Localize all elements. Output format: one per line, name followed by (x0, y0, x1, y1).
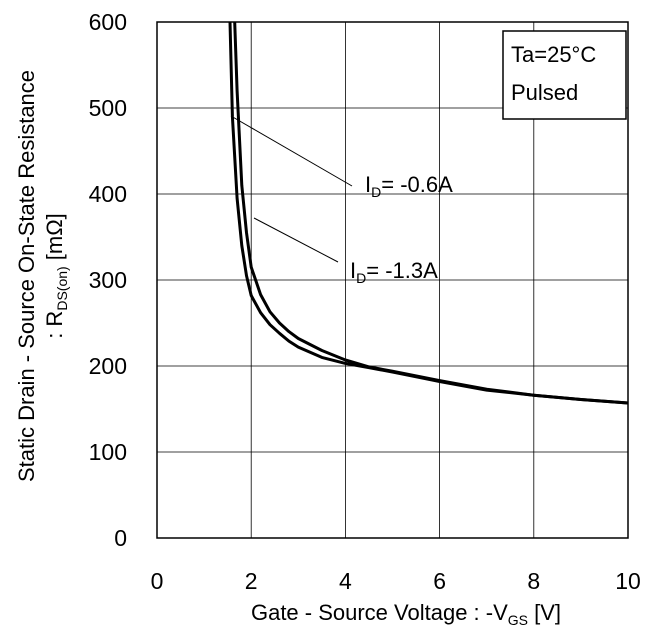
x-tick-label: 4 (339, 568, 352, 594)
curves (228, 21, 629, 405)
plot-frame (156, 21, 629, 539)
series-label-2: ID= -1.3A (350, 258, 438, 286)
condition-pulsed: Pulsed (511, 80, 578, 105)
x-tick-labels: 0 2 4 6 8 10 (151, 568, 641, 594)
y-tick-label: 600 (89, 9, 127, 35)
leader-line-series-1 (230, 115, 353, 187)
series-label-1: ID= -0.6A (365, 172, 453, 200)
conditions-box (502, 30, 627, 120)
y-axis-label-line1: Static Drain - Source On-State Resistanc… (14, 70, 39, 482)
condition-temperature: Ta=25°C (511, 42, 596, 67)
x-tick-label: 8 (527, 568, 540, 594)
y-axis-label-line2: : RDS(on) [mΩ] (42, 213, 70, 339)
x-tick-label: 0 (151, 568, 164, 594)
y-tick-labels: 0 100 200 300 400 500 600 (89, 9, 127, 551)
y-tick-label: 100 (89, 439, 127, 465)
leader-line-series-2 (253, 217, 339, 263)
y-tick-label: 300 (89, 267, 127, 293)
x-tick-label: 6 (433, 568, 446, 594)
y-tick-label: 0 (114, 525, 127, 551)
series-line-2 (233, 21, 629, 405)
x-tick-label: 10 (615, 568, 641, 594)
y-tick-label: 200 (89, 353, 127, 379)
y-tick-label: 500 (89, 95, 127, 121)
y-tick-label: 400 (89, 181, 127, 207)
x-tick-label: 2 (245, 568, 258, 594)
x-axis-label: Gate - Source Voltage : -VGS [V] (251, 600, 561, 628)
